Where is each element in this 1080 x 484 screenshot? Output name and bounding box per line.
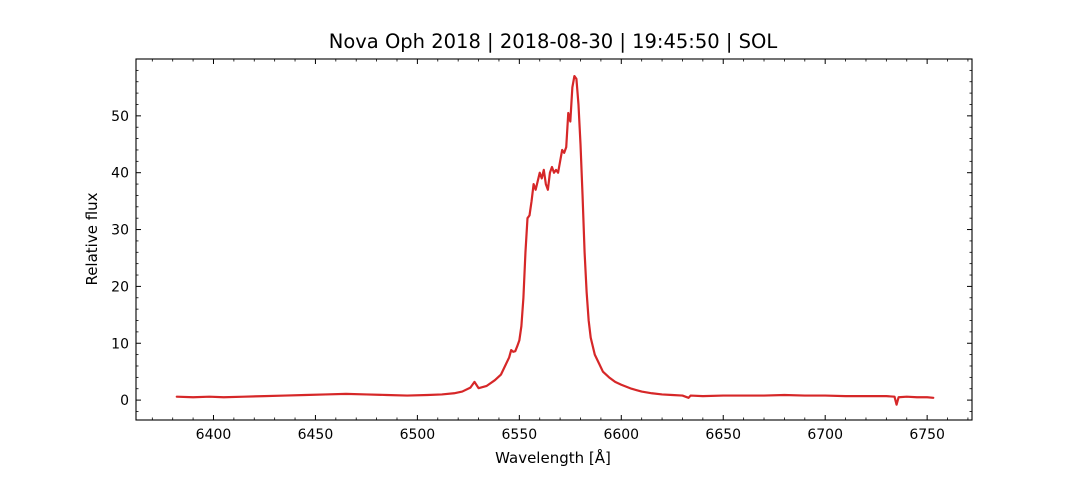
y-tick-label: 10 xyxy=(111,336,129,352)
x-tick-label: 6650 xyxy=(705,427,741,443)
plot-area xyxy=(175,74,935,406)
x-tick-label: 6450 xyxy=(298,427,334,443)
y-tick-label: 40 xyxy=(111,166,129,182)
x-tick-label: 6500 xyxy=(400,427,436,443)
x-tick-label: 6700 xyxy=(807,427,843,443)
axes-frame xyxy=(135,58,973,421)
y-tick-label: 0 xyxy=(120,393,129,409)
x-tick-label: 6400 xyxy=(196,427,232,443)
x-tick-label: 6750 xyxy=(909,427,945,443)
y-tick-label: 50 xyxy=(111,109,129,125)
y-tick-label: 30 xyxy=(111,223,129,239)
spectrum-line-0 xyxy=(175,74,935,406)
y-tick-label: 20 xyxy=(111,279,129,295)
x-tick-label: 6600 xyxy=(603,427,639,443)
x-tick-label: 6550 xyxy=(502,427,538,443)
chart-title: Nova Oph 2018 | 2018-08-30 | 19:45:50 | … xyxy=(329,30,778,53)
y-axis-label: Relative flux xyxy=(83,192,101,285)
x-axis-label: Wavelength [Å] xyxy=(495,448,611,467)
axis-ticks: 6400 6450 6500 6550 6600 6650 6700 6750 0 10 20 30 4… xyxy=(111,58,972,443)
